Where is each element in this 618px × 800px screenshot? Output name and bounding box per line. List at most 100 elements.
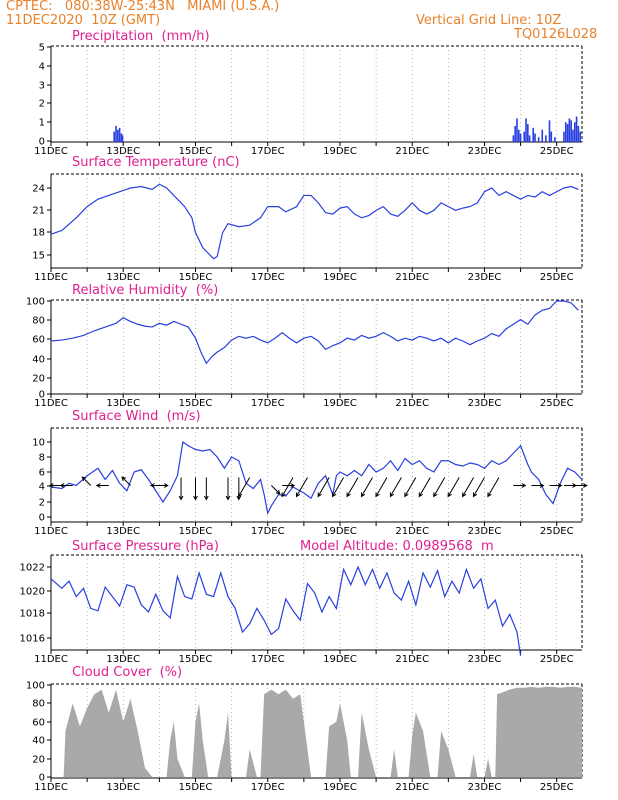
- wind-arrowhead: [472, 492, 478, 498]
- x-tick-label: 15DEC: [179, 526, 213, 537]
- wind-arrowhead: [238, 492, 243, 498]
- x-tick-label: 17DEC: [251, 654, 285, 665]
- y-tick-label: 60: [32, 335, 45, 346]
- cloud-cover-area: [51, 686, 582, 777]
- wind-arrowhead: [149, 483, 155, 488]
- grid-note: Vertical Grid Line: 10Z: [416, 13, 562, 28]
- precip-bar: [523, 131, 526, 142]
- y-tick-label: 8: [39, 453, 45, 464]
- date-header: 11DEC2020 10Z (GMT): [6, 13, 161, 28]
- x-tick-label: 25DEC: [540, 526, 574, 537]
- pres-line: [50, 565, 522, 656]
- precip-bar: [115, 125, 117, 142]
- precip-bar: [575, 116, 578, 142]
- x-tick-label: 21DEC: [395, 526, 429, 537]
- wind-arrowhead: [583, 483, 588, 488]
- x-tick-label: 23DEC: [468, 272, 502, 283]
- y-tick-label: 4: [39, 482, 45, 493]
- precip-bar: [113, 131, 116, 142]
- model-code: TQ0126L028: [514, 27, 598, 42]
- precip-bar: [118, 127, 121, 142]
- precip-bar: [516, 118, 518, 142]
- x-tick-label: 13DEC: [106, 272, 140, 283]
- wind-arrowhead: [539, 483, 545, 488]
- pressure-title: Surface Pressure (hPa): [72, 539, 219, 554]
- wind-title: Surface Wind (m/s): [72, 409, 201, 424]
- wind-arrowhead: [193, 495, 198, 501]
- precip-bar: [120, 133, 123, 142]
- precip-bar: [563, 131, 565, 142]
- precip-bar: [534, 133, 536, 142]
- wind-arrowhead: [295, 492, 301, 498]
- y-tick-label: 100: [26, 681, 45, 692]
- precip-bar: [564, 122, 567, 142]
- y-tick-label: 40: [32, 355, 45, 366]
- wind-arrowhead: [346, 492, 351, 498]
- wind-arrowhead: [81, 476, 87, 482]
- x-tick-label: 25DEC: [540, 272, 574, 283]
- wind-arrow: [418, 477, 431, 497]
- wind-arrow: [121, 476, 131, 486]
- wind-arrowhead: [462, 492, 467, 498]
- model-altitude: Model Altitude: 0.0989568 m: [300, 539, 494, 554]
- wind-arrowhead: [332, 492, 337, 498]
- y-tick-label: 20: [32, 755, 45, 766]
- wind-arrow: [375, 477, 388, 497]
- precip-bar: [541, 129, 544, 142]
- precip-bar: [570, 120, 572, 142]
- cloud-title: Cloud Cover (%): [72, 665, 183, 680]
- wind-arrowhead: [557, 483, 563, 488]
- x-tick-label: 25DEC: [540, 654, 574, 665]
- x-tick-label: 17DEC: [251, 272, 285, 283]
- y-tick-label: 80: [32, 316, 45, 327]
- wind-arrow: [332, 477, 345, 497]
- wind-arrow: [473, 477, 485, 497]
- wind-arrowhead: [418, 492, 423, 498]
- temp-title: Surface Temperature (nC): [72, 155, 240, 170]
- precip-bar: [121, 135, 124, 142]
- y-tick-label: 21: [32, 206, 45, 217]
- wind-arrowhead: [178, 495, 184, 501]
- precip-bar: [532, 127, 535, 142]
- wind-line: [50, 440, 583, 516]
- y-tick-label: 15: [32, 251, 45, 262]
- wind-arrow: [433, 477, 446, 497]
- wind-arrow: [361, 477, 373, 497]
- y-tick-label: 3: [39, 81, 45, 92]
- wind-arrowhead: [275, 489, 281, 495]
- precip-bar: [579, 131, 581, 142]
- wind-arrowhead: [360, 492, 366, 498]
- y-tick-label: 6: [39, 468, 45, 479]
- y-tick-label: 24: [32, 184, 45, 195]
- precip-bar: [517, 129, 520, 142]
- precip-bar: [554, 137, 556, 142]
- x-tick-label: 15DEC: [179, 782, 213, 793]
- x-tick-label: 13DEC: [106, 526, 140, 537]
- y-tick-label: 0: [39, 513, 45, 524]
- y-tick-label: 1: [39, 118, 45, 129]
- wind-arrowhead: [389, 492, 395, 498]
- x-tick-label: 11DEC: [34, 146, 68, 157]
- wind-arrowhead: [236, 495, 242, 501]
- wind-arrowhead: [95, 483, 101, 488]
- y-tick-label: 60: [32, 718, 45, 729]
- wind-arrowhead: [521, 483, 527, 488]
- x-tick-label: 11DEC: [34, 526, 68, 537]
- y-tick-label: 4: [39, 62, 45, 73]
- x-tick-label: 15DEC: [179, 146, 213, 157]
- precip-bar: [566, 124, 569, 142]
- precip-bar: [568, 118, 571, 142]
- x-tick-label: 17DEC: [251, 146, 285, 157]
- precip-bar: [577, 125, 580, 142]
- y-tick-label: 80: [32, 699, 45, 710]
- y-tick-label: 5: [39, 43, 45, 54]
- x-tick-label: 21DEC: [395, 654, 429, 665]
- x-tick-label: 23DEC: [468, 654, 502, 665]
- x-tick-label: 13DEC: [106, 146, 140, 157]
- wind-arrow: [389, 477, 402, 497]
- precip-bar: [514, 125, 516, 142]
- precip-bar: [545, 135, 547, 142]
- wind-arrowhead: [225, 495, 231, 501]
- x-tick-label: 23DEC: [468, 526, 502, 537]
